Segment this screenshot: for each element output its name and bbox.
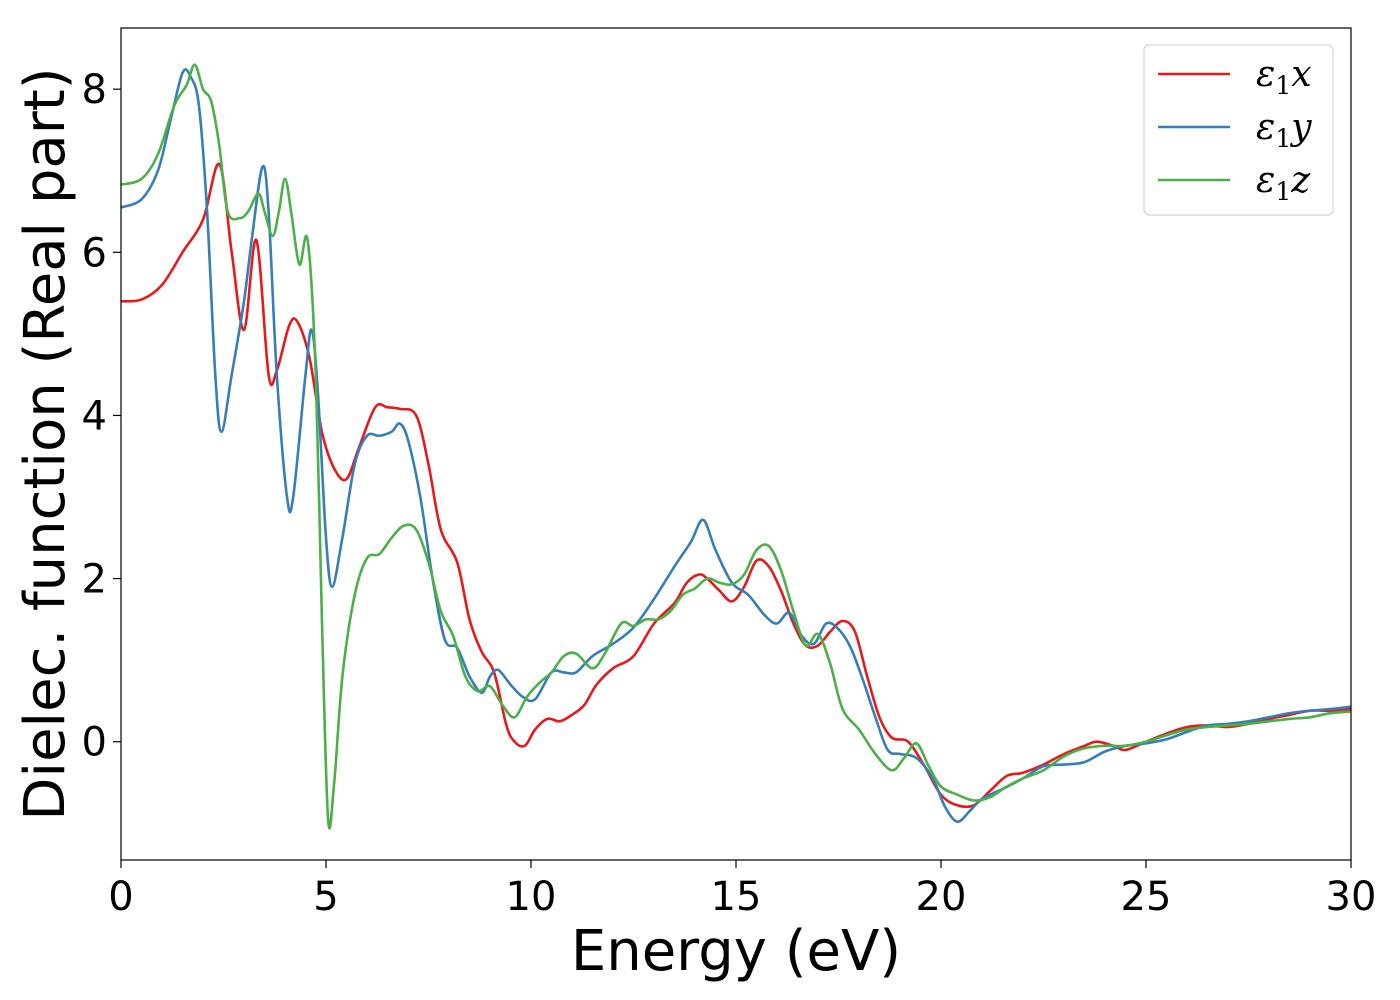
x-tick-label: 20 [916,874,967,920]
x-tick-label: 5 [313,874,338,920]
legend: ε1x ε1y ε1z [1143,44,1334,216]
x-tick-label: 15 [711,874,762,920]
y-axis: 0 2 4 6 8 [82,67,121,766]
x-tick-label: 25 [1121,874,1172,920]
legend-box [1143,44,1334,216]
legend-label-x: ε1x [1256,54,1312,100]
legend-label-y: ε1y [1256,107,1312,153]
x-axis-title: Energy (eV) [571,919,901,984]
legend-label-z: ε1z [1256,160,1311,206]
y-tick-label: 0 [82,720,107,766]
x-tick-label: 30 [1326,874,1377,920]
x-tick-label: 0 [108,874,133,920]
x-axis: 0 5 10 15 20 25 30 [108,860,1376,920]
y-tick-label: 4 [82,393,107,439]
y-axis-title: Dielec. function (Real part) [13,67,78,820]
y-tick-label: 6 [82,230,107,276]
x-tick-label: 10 [506,874,557,920]
series-line-z [121,63,1351,830]
y-tick-label: 2 [82,557,107,603]
series-line-x [121,162,1351,809]
y-tick-label: 8 [82,67,107,113]
series-layer [121,63,1351,830]
